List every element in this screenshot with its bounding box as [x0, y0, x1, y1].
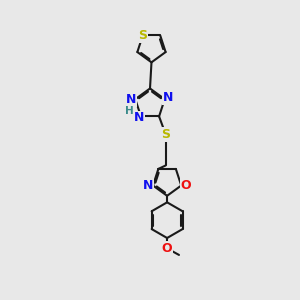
Text: N: N: [134, 111, 145, 124]
Text: N: N: [143, 179, 153, 192]
Text: N: N: [126, 93, 136, 106]
Text: O: O: [162, 242, 172, 255]
Text: N: N: [163, 91, 173, 104]
Text: H: H: [125, 106, 134, 116]
Text: O: O: [181, 179, 191, 192]
Text: S: S: [161, 128, 170, 141]
Text: S: S: [138, 29, 147, 42]
